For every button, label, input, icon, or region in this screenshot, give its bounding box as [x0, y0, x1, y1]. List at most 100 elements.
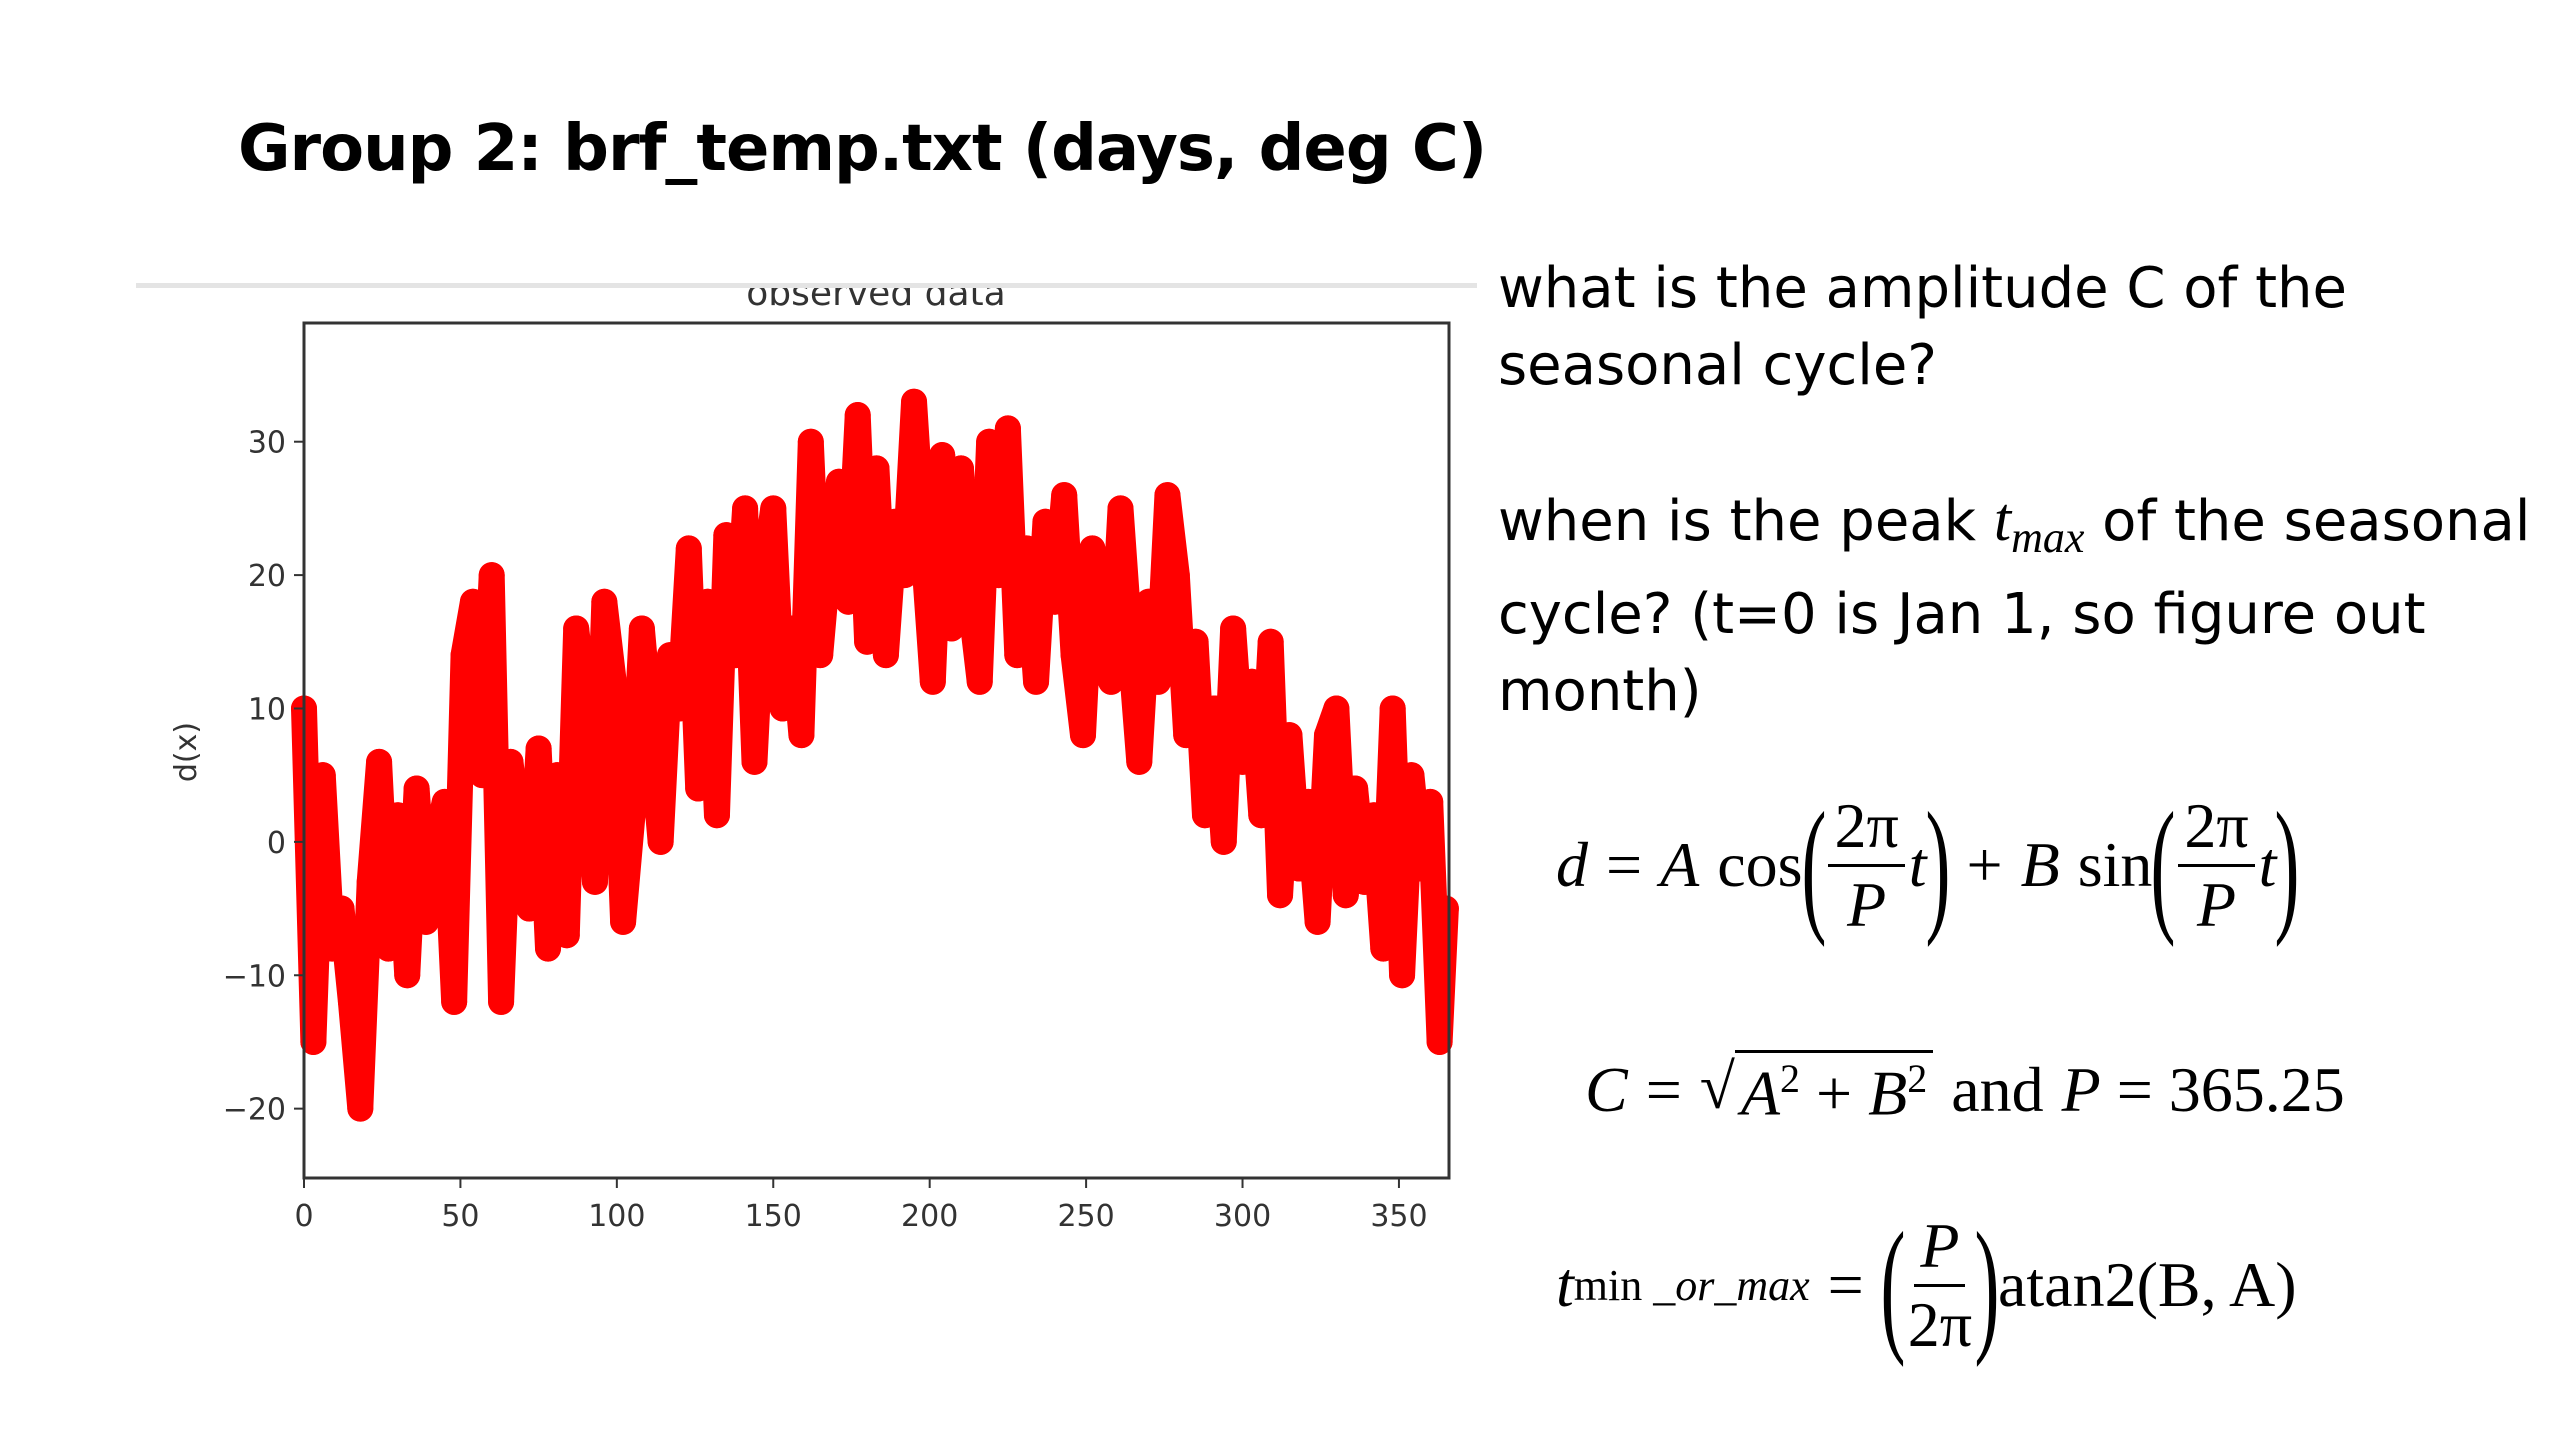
data-point	[1360, 802, 1387, 829]
data-point	[957, 588, 984, 615]
data-point	[919, 668, 946, 695]
data-point	[863, 455, 890, 482]
data-point	[685, 775, 712, 802]
data-point	[1088, 588, 1115, 615]
data-point	[713, 522, 740, 549]
data-point	[675, 535, 702, 562]
data-point	[1107, 495, 1134, 522]
data-point	[797, 428, 824, 455]
data-point	[1098, 668, 1125, 695]
data-series	[291, 388, 1459, 1122]
data-point	[1201, 695, 1228, 722]
data-point	[1276, 722, 1303, 749]
data-point	[581, 868, 608, 895]
data-point	[807, 642, 834, 669]
data-point	[469, 762, 496, 789]
data-point	[384, 802, 411, 829]
data-point	[1313, 722, 1340, 749]
data-point	[891, 562, 918, 589]
data-point	[516, 895, 543, 922]
data-point	[431, 788, 458, 815]
data-point	[722, 642, 749, 669]
y-tick-label: −20	[223, 1093, 286, 1128]
data-point	[1417, 788, 1444, 815]
data-point	[1013, 535, 1040, 562]
data-point	[750, 562, 777, 589]
x-tick-label: 150	[745, 1199, 802, 1234]
data-point	[375, 935, 402, 962]
question-line: what is the amplitude C of the	[1498, 256, 2347, 321]
data-point	[769, 695, 796, 722]
data-point	[985, 562, 1012, 589]
data-point	[901, 388, 928, 415]
equation-amplitude: C = √ A2 + B2 and P = 365.25	[1585, 1050, 2345, 1129]
data-point	[628, 615, 655, 642]
data-point	[638, 722, 665, 749]
axis-ticks: 0 50 100 150 200 250 300 350 −20 −10 0 10 20 30	[223, 426, 1428, 1234]
data-point	[788, 722, 815, 749]
data-point	[1051, 482, 1078, 509]
y-tick-label: 20	[248, 559, 286, 594]
data-point	[413, 908, 440, 935]
data-point	[1407, 855, 1434, 882]
data-point	[1154, 482, 1181, 509]
data-point	[450, 642, 477, 669]
x-tick-label: 200	[901, 1199, 958, 1234]
y-tick-label: 30	[248, 426, 286, 461]
y-tick-label: 0	[267, 826, 286, 861]
data-point	[572, 695, 599, 722]
title-mask	[136, 240, 1477, 283]
data-point	[1323, 695, 1350, 722]
data-point	[1238, 668, 1265, 695]
question-line: cycle? (t=0 is Jan 1, so figure out	[1498, 582, 2426, 648]
data-point	[1351, 868, 1378, 895]
data-point	[835, 588, 862, 615]
x-tick-label: 50	[441, 1199, 479, 1234]
data-point	[610, 908, 637, 935]
question-line: when is the peak tmax of the seasonal	[1498, 486, 2531, 563]
data-point	[1285, 855, 1312, 882]
data-point	[1135, 588, 1162, 615]
data-point	[666, 695, 693, 722]
data-point	[422, 828, 449, 855]
data-point	[1370, 935, 1397, 962]
plot-frame	[302, 321, 1451, 1180]
y-tick-label: 10	[248, 692, 286, 727]
x-tick-label: 300	[1214, 1199, 1271, 1234]
data-point	[553, 922, 580, 949]
data-point	[488, 988, 515, 1015]
data-point	[319, 935, 346, 962]
data-point	[760, 495, 787, 522]
data-point	[910, 535, 937, 562]
data-point	[816, 535, 843, 562]
data-point	[1145, 668, 1172, 695]
data-point	[779, 615, 806, 642]
data-point	[525, 735, 552, 762]
data-point	[1332, 882, 1359, 909]
data-point	[1032, 508, 1059, 535]
data-point	[300, 1028, 327, 1055]
data-point	[929, 442, 956, 469]
data-point	[337, 988, 364, 1015]
data-point	[966, 668, 993, 695]
data-point	[1342, 775, 1369, 802]
data-point	[844, 402, 871, 429]
equation-phase: t min _or_max = (P 2π) atan2(B, A)	[1556, 1202, 2297, 1368]
data-point	[535, 935, 562, 962]
y-tick-label: −10	[223, 959, 286, 994]
data-point	[347, 1095, 374, 1122]
data-point	[1041, 588, 1068, 615]
y-axis-label: d(x)	[169, 722, 204, 782]
data-point	[1060, 642, 1087, 669]
data-point	[1398, 762, 1425, 789]
data-point	[1116, 628, 1143, 655]
data-point	[1229, 748, 1256, 775]
question-peak: when is the peak tmax of the seasonal cy…	[1498, 482, 2530, 730]
data-point	[441, 988, 468, 1015]
data-point	[1379, 695, 1406, 722]
data-point	[1126, 748, 1153, 775]
data-point	[1295, 788, 1322, 815]
data-point	[657, 642, 684, 669]
data-point	[394, 962, 421, 989]
